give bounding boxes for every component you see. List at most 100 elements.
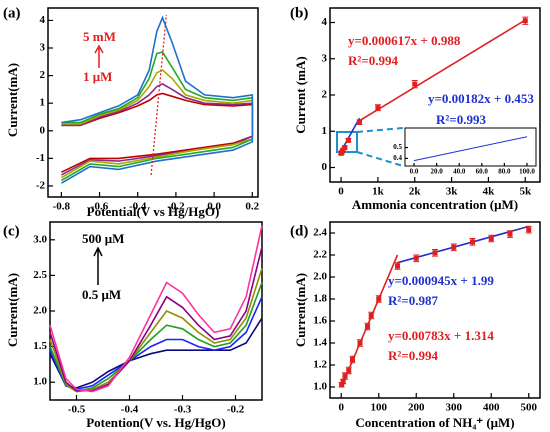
y-tick-label: 4 (322, 16, 328, 28)
x-tick-label: 0.0 (207, 201, 221, 213)
y-tick-label: 3.0 (33, 233, 47, 245)
fit-line (413, 136, 528, 162)
x-tick-label: 200 (408, 402, 425, 414)
point (375, 105, 381, 111)
zoom-box (336, 131, 358, 153)
curve (49, 317, 263, 389)
arrow (94, 44, 104, 68)
y-tick-label: -1 (36, 152, 45, 164)
y-tick-label: 3 (322, 52, 328, 64)
zoom-guide (356, 127, 404, 167)
x-tick-label: -0.3 (174, 404, 192, 416)
point (342, 145, 348, 151)
point (350, 357, 355, 362)
plot-frame (49, 221, 263, 401)
y-tick-label: 2 (40, 69, 46, 81)
y-tick-label: 0.4 (393, 154, 402, 162)
x-axis-label: Ammonia concentration (μM) (352, 197, 518, 212)
x-tick-label: 0.0 (410, 168, 419, 176)
point (339, 382, 345, 388)
annotation: R²=0.994 (348, 53, 398, 68)
x-axis-label: Potention(V vs. Hg/HgO) (86, 415, 226, 430)
point (432, 250, 438, 256)
point (357, 340, 363, 346)
point (488, 236, 494, 241)
point (451, 244, 457, 250)
curve (60, 15, 254, 184)
annotation: y=0.00182x + 0.453 (428, 91, 534, 106)
x-tick-label: 0 (339, 402, 345, 414)
x-tick-label: 500 (521, 402, 538, 414)
y-tick-label: 0 (322, 161, 328, 173)
fit-line (397, 225, 530, 264)
curve (61, 82, 254, 176)
curve (61, 92, 254, 173)
y-axis-label: Current (mA) (293, 56, 308, 133)
x-tick-label: 3k (446, 186, 459, 198)
x-tick-label: 5k (519, 186, 532, 198)
annotation: R²=0.987 (388, 293, 438, 308)
y-tick-label: 2.2 (313, 249, 327, 261)
point (395, 263, 400, 269)
x-tick-label: 2k (409, 186, 422, 198)
x-tick-label: 4k (483, 186, 496, 198)
y-axis-label: Current(mA) (5, 273, 20, 347)
curve (60, 69, 254, 179)
x-tick-label: 0.2 (245, 201, 259, 213)
y-tick-label: 1.0 (313, 381, 327, 393)
y-tick-label: 2.5 (33, 269, 47, 281)
point (368, 313, 374, 318)
annotation: y=0.000617x + 0.988 (348, 33, 461, 48)
annotation: R²=0.993 (436, 112, 486, 127)
y-tick-label: 0 (40, 124, 46, 136)
y-tick-label: 2.0 (33, 305, 47, 317)
point (526, 227, 532, 233)
curve (61, 51, 254, 182)
point (470, 239, 475, 245)
y-tick-label: 1.4 (313, 337, 327, 349)
plot-frame (404, 127, 537, 167)
fit-line (359, 19, 526, 122)
plot-frame (47, 7, 259, 198)
point (413, 255, 419, 261)
y-tick-label: 1.6 (313, 315, 327, 327)
fit-line (150, 14, 168, 175)
y-tick-label: 1.8 (313, 293, 327, 305)
y-tick-label: -2 (36, 179, 46, 191)
y-axis-label: Current(mA) (5, 63, 20, 137)
point (522, 18, 528, 24)
y-axis-label: Current(mA) (293, 273, 308, 347)
point (342, 373, 348, 379)
y-tick-label: 1 (40, 97, 46, 109)
y-tick-label: 0.5 (393, 143, 402, 151)
annotation: R²=0.994 (388, 348, 438, 363)
annotation: 500 μM (82, 231, 124, 246)
annotation: y=0.000945x + 1.99 (388, 273, 494, 288)
y-tick-label: 1 (322, 125, 328, 137)
plot-frame (329, 221, 541, 399)
point (345, 137, 351, 143)
panel-label: (d) (290, 223, 308, 239)
annotation: 0.5 μM (82, 287, 121, 302)
y-tick-label: 1.2 (313, 359, 327, 371)
x-tick-label: -0.2 (167, 201, 185, 213)
x-tick-label: -0.6 (91, 201, 109, 213)
x-tick-label: 1k (372, 186, 385, 198)
panel-label: (a) (3, 5, 21, 21)
x-tick-label: 60.0 (476, 168, 489, 176)
annotation: y=0.00783x + 1.314 (388, 328, 494, 343)
y-tick-label: 2.0 (313, 271, 327, 283)
point (346, 368, 352, 373)
panel-label: (b) (290, 5, 308, 21)
x-tick-label: -0.4 (129, 201, 147, 213)
point (340, 147, 346, 153)
point (340, 379, 346, 384)
x-tick-label: 100.0 (519, 168, 535, 176)
y-tick-label: 2 (322, 89, 328, 101)
curve (49, 296, 263, 391)
y-tick-label: 2.4 (313, 227, 327, 239)
arrow (93, 246, 103, 285)
x-tick-label: 40.0 (453, 168, 466, 176)
annotation: 5 mM (83, 29, 116, 44)
